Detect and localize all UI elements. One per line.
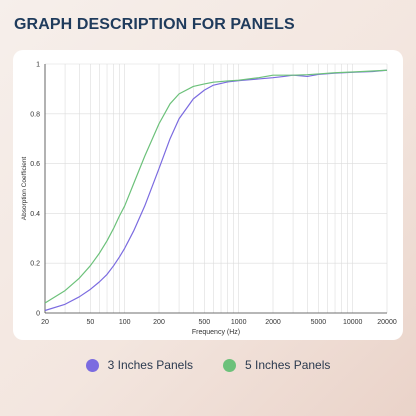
y-axis-label: Absorption Coefficient — [21, 157, 28, 221]
legend-label-5-inches: 5 Inches Panels — [245, 358, 331, 372]
y-tick-label: 0 — [36, 311, 40, 318]
x-tick-label: 10000 — [343, 319, 363, 326]
x-tick-label: 500 — [199, 319, 211, 326]
x-tick-label: 50 — [86, 319, 94, 326]
x-tick-label: 100 — [119, 319, 131, 326]
absorption-chart: 0 0.2 0.4 0.6 0.8 1 20 50 100 200 500 1000 2000 5000 1… — [21, 62, 397, 337]
x-tick-label: 1000 — [231, 319, 247, 326]
x-tick-label: 20000 — [377, 319, 397, 326]
y-tick-label: 1 — [36, 62, 40, 69]
x-tick-label: 200 — [153, 319, 165, 326]
x-axis-label: Frequency (Hz) — [192, 329, 240, 336]
x-tick-label: 20 — [41, 319, 49, 326]
legend-swatch-3-inches — [85, 358, 99, 372]
legend-swatch-5-inches — [223, 358, 236, 372]
series-line-5-inches — [44, 69, 388, 304]
legend-item-5-inches: 5 Inches Panels — [223, 358, 330, 372]
y-tick-label: 0.6 — [30, 161, 40, 168]
y-tick-label: 0.2 — [30, 261, 40, 268]
chart-card: 0 0.2 0.4 0.6 0.8 1 20 50 100 200 500 1000 2000 5000 1… — [13, 50, 403, 340]
page-title: GRAPH DESCRIPTION FOR PANELS — [14, 16, 295, 33]
chart-legend: 3 Inches Panels 5 Inches Panels — [0, 358, 416, 372]
legend-label-3-inches: 3 Inches Panels — [107, 358, 193, 372]
y-tick-label: 0.4 — [30, 211, 40, 218]
x-tick-label: 5000 — [311, 319, 327, 326]
legend-item-3-inches: 3 Inches Panels — [85, 358, 193, 372]
x-tick-label: 2000 — [265, 319, 281, 326]
y-tick-label: 0.8 — [30, 111, 40, 118]
series-line-3-inches — [44, 69, 388, 312]
